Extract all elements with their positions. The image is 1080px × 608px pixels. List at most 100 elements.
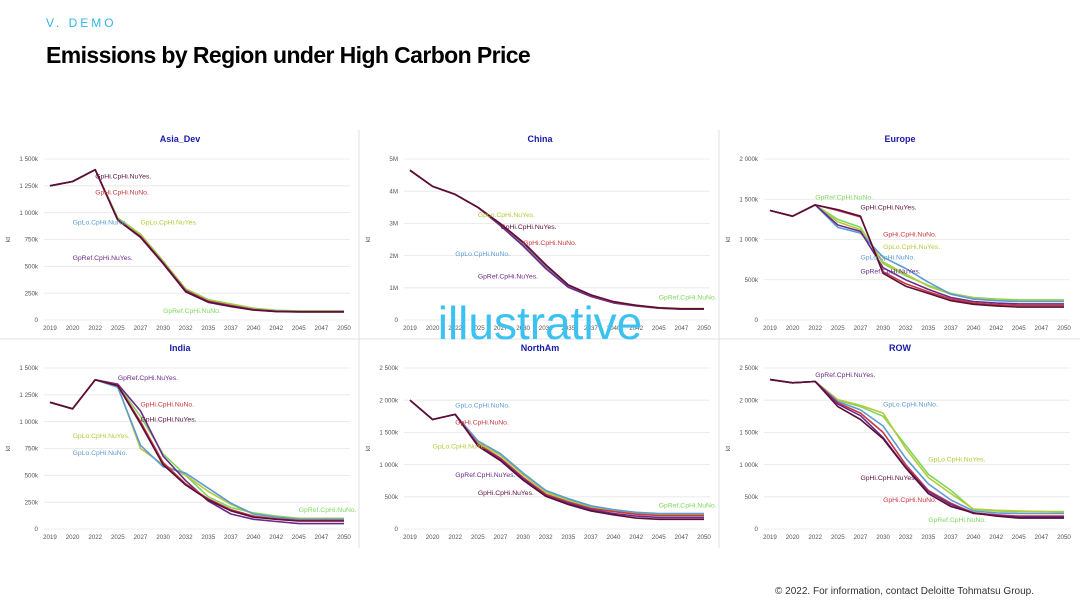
series-annotation: GpRef.CpHi.NuYes. bbox=[455, 472, 515, 479]
chart-title: Europe bbox=[884, 134, 915, 144]
y-tick-label: 1 500k bbox=[739, 430, 758, 437]
chart-title: India bbox=[169, 343, 191, 353]
x-tick-label: 2022 bbox=[448, 534, 462, 541]
x-tick-label: 2047 bbox=[675, 534, 689, 541]
y-tick-label: 500k bbox=[25, 473, 39, 480]
x-tick-label: 2020 bbox=[426, 534, 440, 541]
series-line-gplo-cphi-nuyes bbox=[769, 378, 1065, 514]
chart-panel-india: India kt 0 250k 500k 750k 1 000k 1 250k 1 500k 20… bbox=[5, 343, 357, 541]
y-tick-label: 2M bbox=[389, 253, 398, 260]
y-tick-label: 250k bbox=[25, 290, 39, 297]
series-line-gphi-cphi-nuno bbox=[409, 399, 704, 517]
x-tick-label: 2047 bbox=[1035, 534, 1049, 541]
x-tick-label: 2032 bbox=[899, 534, 913, 541]
x-tick-label: 2035 bbox=[921, 534, 935, 541]
x-tick-label: 2030 bbox=[876, 325, 890, 332]
series-annotation: GpRef.CpHi.NuNo. bbox=[928, 517, 986, 524]
x-tick-label: 2030 bbox=[516, 534, 530, 541]
y-tick-label: 2 500k bbox=[739, 365, 758, 372]
y-tick-label: 0 bbox=[395, 526, 399, 533]
y-tick-label: 1 250k bbox=[19, 392, 38, 399]
y-tick-label: 1 500k bbox=[19, 365, 38, 372]
series-line-gphi-cphi-nuyes bbox=[769, 204, 1064, 308]
x-tick-label: 2032 bbox=[539, 534, 553, 541]
x-tick-label: 2040 bbox=[247, 325, 261, 332]
series-line-gphi-cphi-nuyes bbox=[49, 168, 344, 313]
x-tick-label: 2050 bbox=[337, 534, 351, 541]
x-tick-label: 2042 bbox=[269, 534, 283, 541]
series-annotation: GpRef.CpHi.NuYes. bbox=[815, 372, 875, 379]
series-annotation: GpLo.CpHi.NuNo. bbox=[73, 219, 128, 226]
x-tick-label: 2020 bbox=[66, 325, 80, 332]
y-tick-label: 750k bbox=[25, 237, 39, 244]
x-tick-label: 2037 bbox=[224, 534, 238, 541]
x-tick-label: 2042 bbox=[269, 325, 283, 332]
x-tick-label: 2050 bbox=[697, 325, 711, 332]
series-line-gphi-cphi-nuyes bbox=[49, 378, 344, 522]
x-tick-label: 2042 bbox=[629, 534, 643, 541]
series-annotation: GpHi.CpHi.NuYes. bbox=[860, 205, 916, 212]
x-tick-label: 2022 bbox=[88, 534, 102, 541]
x-tick-label: 2025 bbox=[111, 325, 125, 332]
section-label: V. DEMO bbox=[46, 16, 117, 30]
series-line-gpref-cphi-nuno bbox=[769, 204, 1064, 301]
series-annotation: GpRef.CpHi.NuNo. bbox=[659, 503, 717, 510]
x-tick-label: 2019 bbox=[43, 534, 57, 541]
series-annotation: GpHi.CpHi.NuYes. bbox=[140, 417, 196, 424]
x-tick-label: 2019 bbox=[763, 534, 777, 541]
series-annotation: GpRef.CpHi.NuNo. bbox=[299, 507, 357, 514]
x-tick-label: 2047 bbox=[1035, 325, 1049, 332]
x-tick-label: 2025 bbox=[831, 325, 845, 332]
series-annotation: GpLo.CpHi.NuYes. bbox=[140, 219, 197, 226]
y-tick-label: 1M bbox=[389, 285, 398, 292]
chart-title: NorthAm bbox=[521, 343, 560, 353]
series-annotation: GpRef.CpHi.NuNo. bbox=[163, 308, 221, 315]
y-axis-label: kt bbox=[365, 237, 372, 242]
series-annotation: GpRef.CpHi.NuNo. bbox=[815, 194, 873, 201]
series-annotation: GpLo.CpHi.NuYes. bbox=[73, 433, 130, 440]
series-annotation: GpHi.CpHi.NuNo. bbox=[883, 497, 937, 504]
y-tick-label: 2 000k bbox=[379, 397, 398, 404]
y-tick-label: 250k bbox=[25, 499, 39, 506]
x-tick-label: 2022 bbox=[448, 325, 462, 332]
x-tick-label: 2020 bbox=[786, 534, 800, 541]
y-tick-label: 1 000k bbox=[19, 419, 38, 426]
x-tick-label: 2045 bbox=[292, 534, 306, 541]
x-tick-label: 2037 bbox=[224, 325, 238, 332]
series-line-gpref-cphi-nuno bbox=[769, 378, 1064, 513]
series-annotation: GpRef.CpHi.NuYes. bbox=[73, 255, 133, 262]
footer-copyright: © 2022. For information, contact Deloitt… bbox=[775, 586, 1034, 597]
y-axis-label: kt bbox=[365, 446, 372, 451]
y-tick-label: 0 bbox=[755, 526, 759, 533]
x-tick-label: 2027 bbox=[494, 325, 508, 332]
series-line-gplo-cphi-nuyes bbox=[49, 168, 344, 313]
x-tick-label: 2032 bbox=[899, 325, 913, 332]
series-line-gplo-cphi-nuyes bbox=[769, 204, 1064, 302]
series-line-gpref-cphi-nuyes bbox=[49, 168, 344, 313]
x-tick-label: 2030 bbox=[156, 325, 170, 332]
x-tick-label: 2027 bbox=[134, 325, 148, 332]
x-tick-label: 2020 bbox=[786, 325, 800, 332]
series-annotation: GpLo.CpHi.NuYes. bbox=[433, 444, 490, 451]
series-annotation: GpLo.CpHi.NuNo. bbox=[860, 255, 915, 262]
x-tick-label: 2025 bbox=[111, 534, 125, 541]
x-tick-label: 2019 bbox=[403, 325, 417, 332]
x-tick-label: 2019 bbox=[763, 325, 777, 332]
series-annotation: GpLo.CpHi.NuNo. bbox=[455, 251, 510, 258]
x-tick-label: 2035 bbox=[201, 534, 215, 541]
y-tick-label: 0 bbox=[35, 526, 39, 533]
x-tick-label: 2022 bbox=[88, 325, 102, 332]
x-tick-label: 2030 bbox=[156, 534, 170, 541]
series-line-gpref-cphi-nuno bbox=[49, 168, 344, 312]
x-tick-label: 2040 bbox=[607, 325, 621, 332]
y-tick-label: 500k bbox=[385, 494, 399, 501]
x-tick-label: 2035 bbox=[921, 325, 935, 332]
y-tick-label: 500k bbox=[745, 277, 759, 284]
x-tick-label: 2025 bbox=[471, 534, 485, 541]
series-annotation: GpLo.CpHi.NuYes. bbox=[883, 244, 940, 251]
x-tick-label: 2050 bbox=[337, 325, 351, 332]
chart-title: China bbox=[527, 134, 553, 144]
series-annotation: GpLo.CpHi.NuYes. bbox=[928, 456, 985, 463]
x-tick-label: 2037 bbox=[584, 325, 598, 332]
